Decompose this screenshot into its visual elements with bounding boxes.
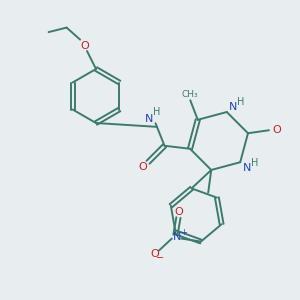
Text: H: H: [237, 97, 244, 107]
Text: O: O: [174, 207, 183, 217]
Text: N: N: [229, 102, 238, 112]
Text: CH₃: CH₃: [181, 90, 198, 99]
Text: N: N: [145, 114, 153, 124]
Text: O: O: [139, 162, 147, 172]
Text: O: O: [272, 124, 281, 135]
Text: H: H: [250, 158, 258, 168]
Text: H: H: [153, 107, 161, 117]
Text: O: O: [150, 249, 159, 259]
Text: −: −: [156, 253, 164, 263]
Text: +: +: [180, 228, 187, 237]
Text: N: N: [243, 163, 251, 172]
Text: N: N: [172, 232, 181, 242]
Text: O: O: [80, 40, 89, 51]
